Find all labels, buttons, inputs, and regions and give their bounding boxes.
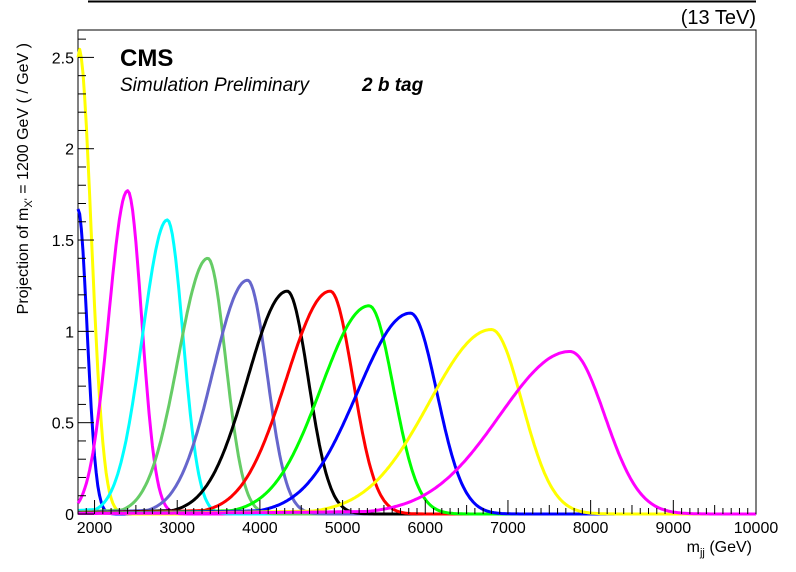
series-line-3 — [77, 218, 756, 516]
x-tick-label: 3000 — [159, 520, 195, 537]
series-line-8 — [78, 304, 756, 516]
y-axis: 0 0.5 1 1.5 2 2.5 — [52, 38, 94, 524]
x-axis-title: mjj (GeV) — [687, 539, 752, 559]
y-tick-label: 0.5 — [52, 416, 74, 433]
plot-area: 2000 3000 4000 5000 6000 7000 8000 9000 10000 00… — [52, 29, 779, 537]
x-tick-label: 5000 — [325, 520, 361, 537]
x-tick-label: 4000 — [242, 520, 278, 537]
x-tick-label: 8000 — [573, 520, 609, 537]
series-line-0 — [76, 208, 756, 516]
y-tick-label: 1.5 — [52, 233, 74, 250]
x-tick-label: 6000 — [407, 520, 443, 537]
y-axis-title: Projection of mX' = 1200 GeV ( / GeV ) — [15, 43, 35, 314]
experiment-label: CMS — [120, 45, 173, 72]
y-axis-title-pre: Projection of m — [15, 208, 32, 315]
x-axis-title-unit: (GeV) — [705, 539, 752, 556]
x-tick-label: 7000 — [490, 520, 526, 537]
energy-label: (13 TeV) — [681, 7, 756, 29]
x-tick-label: 9000 — [656, 520, 692, 537]
y-tick-label: 2.5 — [52, 50, 74, 67]
y-tick-label: 0 — [65, 507, 74, 524]
x-axis-title-sub: jj — [699, 547, 705, 559]
curves — [76, 47, 756, 516]
x-tick-label: 2000 — [77, 520, 113, 537]
x-axis-title-main: m — [687, 539, 700, 556]
plot-frame — [77, 29, 757, 515]
series-line-11 — [78, 350, 756, 516]
y-tick-label: 1 — [65, 324, 74, 341]
x-tick-label: 10000 — [734, 520, 779, 537]
y-axis-title-post: = 1200 GeV ( / GeV ) — [15, 43, 32, 198]
y-axis-title-sub: X' — [23, 198, 35, 207]
category-label: 2 b tag — [361, 75, 424, 96]
status-label: Simulation Preliminary — [120, 75, 311, 96]
series-line-1 — [76, 47, 756, 516]
x-axis: 2000 3000 4000 5000 6000 7000 8000 9000 10000 — [77, 500, 779, 537]
y-tick-label: 2 — [65, 142, 74, 159]
